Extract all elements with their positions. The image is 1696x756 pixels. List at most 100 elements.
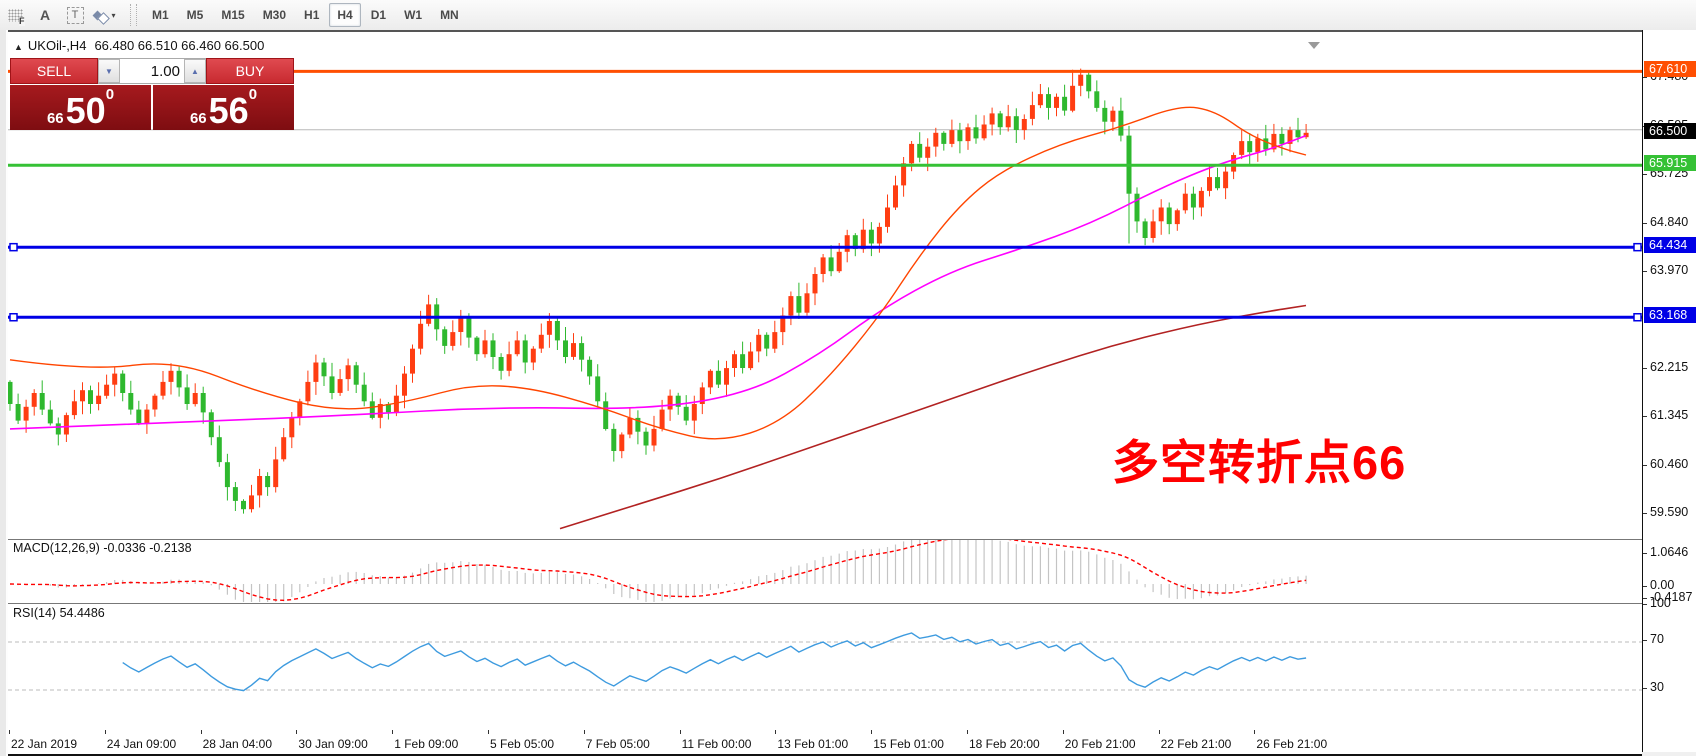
time-tick-mark — [775, 730, 777, 734]
text-box-tool-button[interactable]: T — [61, 2, 89, 28]
resistance-line-price: 67.610 — [1644, 61, 1696, 78]
tab-timeframe-m1[interactable]: M1 — [152, 8, 169, 22]
buy-price-sup: 0 — [248, 86, 258, 103]
axis-tick-mark — [1643, 416, 1647, 418]
time-tick-mark — [1158, 730, 1160, 734]
tab-timeframe-mn[interactable]: MN — [440, 8, 459, 22]
time-tick-mark — [392, 730, 394, 734]
main-chart-pane[interactable] — [8, 32, 1642, 538]
buy-price-main: 56 — [208, 90, 249, 131]
time-tick-label: 20 Feb 21:00 — [1064, 737, 1136, 751]
rsi-axis-label: 30 — [1650, 680, 1664, 694]
axis-tick-mark — [1643, 513, 1647, 515]
timeframe-button-group: M1 M5 M15 M30 H1 H4 D1 W1 MN — [143, 3, 468, 27]
axis-tick-mark — [1643, 222, 1647, 224]
time-tick-label: 22 Jan 2019 — [11, 737, 78, 751]
axis-tick-mark — [1643, 173, 1647, 175]
time-tick-mark — [679, 730, 681, 734]
tab-timeframe-m15[interactable]: M15 — [221, 8, 245, 22]
tab-timeframe-w1[interactable]: W1 — [404, 8, 423, 22]
time-tick-mark — [296, 730, 298, 734]
hline-price-1: 64.434 — [1644, 237, 1696, 254]
chevron-down-icon: ▾ — [111, 10, 116, 20]
time-tick-label: 7 Feb 05:00 — [585, 737, 650, 751]
time-tick-label: 11 Feb 00:00 — [681, 737, 752, 751]
ohlc-quotes: 66.480 66.510 66.460 66.500 — [94, 38, 265, 53]
time-tick-label: 24 Jan 09:00 — [106, 737, 177, 751]
text-label-tool-button[interactable]: A — [31, 2, 59, 28]
tab-timeframe-h4[interactable]: H4 — [329, 3, 361, 27]
volume-input[interactable] — [120, 59, 184, 83]
toolbar: F A T ▾ M1 M5 M15 M30 H1 H4 D1 W1 MN — [0, 0, 1696, 31]
axis-tick-mark — [1643, 586, 1647, 587]
time-tick-label: 22 Feb 21:00 — [1160, 737, 1232, 751]
time-tick-label: 13 Feb 01:00 — [777, 737, 849, 751]
axis-tick-mark — [1643, 640, 1647, 641]
collapse-panel-icon[interactable]: ▲ — [14, 42, 23, 52]
one-click-trading-panel: SELL ▼ ▲ BUY 66 50 0 66 56 0 — [10, 58, 294, 130]
time-tick-mark — [967, 730, 968, 734]
price-tick-label: 63.970 — [1650, 262, 1689, 277]
buy-button[interactable]: BUY — [206, 58, 294, 84]
chart-title: ▲ UKOil-,H4 66.480 66.510 66.460 66.500 — [14, 38, 264, 53]
time-tick-mark — [104, 730, 106, 734]
price-tick-label: 60.460 — [1650, 457, 1689, 472]
sell-price-base: 66 — [46, 110, 64, 127]
shapes-icon — [93, 8, 111, 25]
support-line-price: 65.915 — [1644, 155, 1696, 172]
toolbar-separator — [130, 4, 137, 26]
chart-window: 22 Jan 2019 24 Jan 09:00 28 Jan 04:00 30 Ja… — [8, 30, 1642, 756]
sell-price-main: 50 — [65, 90, 106, 131]
macd-axis-label: 0.00 — [1650, 578, 1675, 592]
axis-tick-mark — [1643, 604, 1647, 605]
macd-indicator-pane[interactable] — [8, 539, 1642, 603]
tab-timeframe-m5[interactable]: M5 — [186, 8, 204, 22]
time-tick-label: 1 Feb 09:00 — [394, 737, 459, 751]
volume-increase-button[interactable]: ▲ — [184, 59, 206, 83]
symbol-name: UKOil-,H4 — [27, 38, 87, 53]
time-tick-label: 15 Feb 01:00 — [873, 737, 944, 751]
time-axis[interactable]: 22 Jan 2019 24 Jan 09:00 28 Jan 04:00 30 Ja… — [8, 730, 1642, 754]
price-tick-label: 62.215 — [1650, 359, 1689, 374]
letter-a-icon: A — [39, 7, 51, 23]
buy-price-base: 66 — [189, 110, 207, 127]
time-tick-mark — [871, 730, 873, 734]
time-tick-label: 26 Feb 21:00 — [1256, 737, 1328, 751]
time-tick-label: 28 Jan 04:00 — [202, 737, 272, 751]
sell-price-display[interactable]: 66 50 0 — [10, 85, 151, 130]
drawing-tools-button[interactable]: ▾ — [91, 2, 119, 28]
tab-timeframe-d1[interactable]: D1 — [370, 8, 387, 22]
time-tick-label: 18 Feb 20:00 — [969, 737, 1040, 751]
axis-tick-mark — [1643, 688, 1647, 689]
rsi-label: RSI(14) 54.4486 — [13, 606, 105, 620]
price-tick-label: 61.345 — [1650, 408, 1689, 423]
volume-control: ▼ ▲ — [98, 58, 206, 84]
time-tick-mark — [583, 730, 585, 734]
rsi-axis-label: 100 — [1650, 596, 1671, 610]
rsi-indicator-pane[interactable] — [8, 603, 1642, 731]
axis-tick-mark — [1643, 367, 1647, 369]
hline-price-2: 63.168 — [1644, 307, 1696, 324]
indicators-template-button[interactable]: F — [1, 2, 29, 28]
buy-price-display[interactable]: 66 56 0 — [153, 85, 294, 130]
axis-tick-mark — [1643, 270, 1647, 272]
rsi-axis-label: 70 — [1650, 632, 1664, 646]
text-box-icon: T — [66, 6, 84, 24]
tab-timeframe-m30[interactable]: M30 — [262, 8, 287, 22]
time-tick-mark — [488, 730, 489, 734]
time-tick-mark — [1254, 730, 1256, 734]
time-tick-mark — [200, 730, 202, 734]
current-bid-price: 66.500 — [1644, 122, 1696, 139]
volume-decrease-button[interactable]: ▼ — [98, 59, 120, 83]
price-tick-label: 64.840 — [1650, 214, 1689, 229]
price-axis[interactable]: 67.48066.59565.72564.84063.97062.21561.3… — [1642, 30, 1696, 752]
indicators-grid-icon: F — [7, 8, 25, 26]
macd-label: MACD(12,26,9) -0.0336 -0.2138 — [13, 541, 192, 555]
macd-axis-label: -0.4187 — [1650, 590, 1693, 604]
price-tick-label: 59.590 — [1650, 505, 1689, 520]
time-tick-mark — [9, 730, 10, 734]
time-tick-mark — [1062, 730, 1064, 734]
chart-text-annotation[interactable]: 多空转折点66 — [1112, 436, 1407, 489]
sell-button[interactable]: SELL — [10, 58, 98, 84]
tab-timeframe-h1[interactable]: H1 — [304, 8, 320, 22]
